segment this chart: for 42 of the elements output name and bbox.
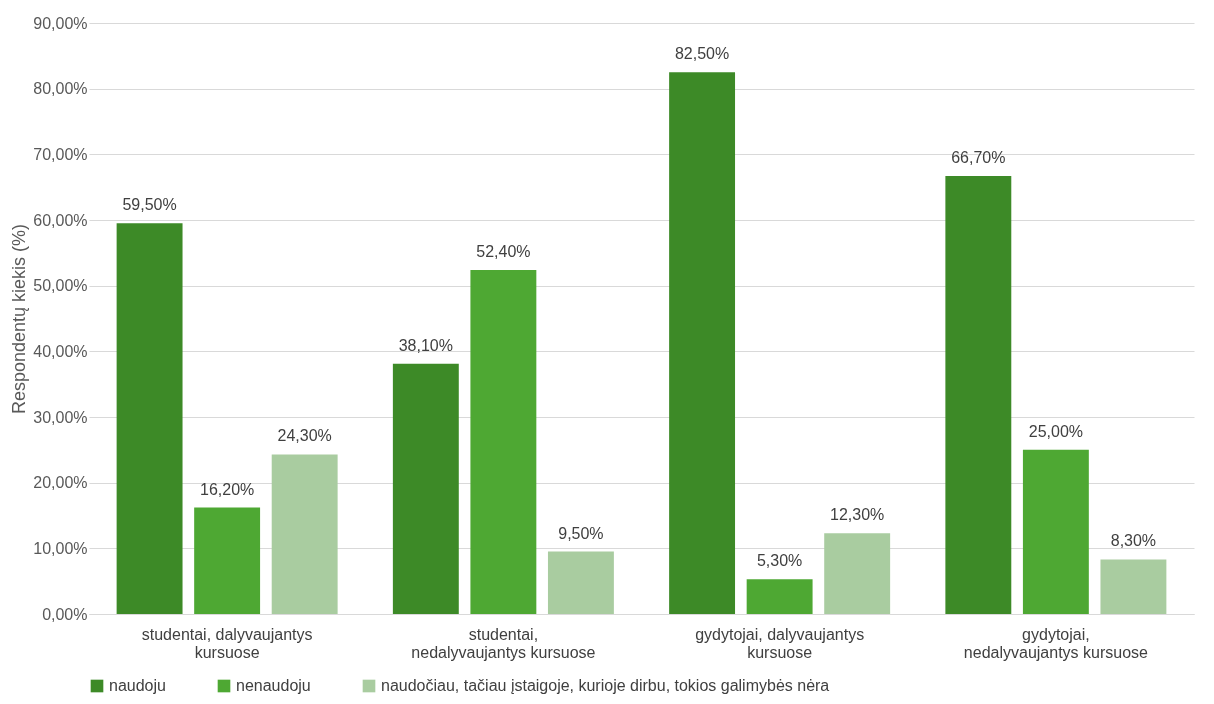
y-tick-label: 30,00% [33,408,88,426]
data-label: 5,30% [756,552,803,570]
data-label: 9,50% [558,524,604,542]
x-tick-label: studentai, nedalyvaujantys kursuose [411,625,596,661]
x-tick-label: gydytojai, nedalyvaujantys kursuose [963,625,1149,661]
y-tick-label: 0,00% [42,605,88,623]
bar [116,223,183,614]
data-label: 25,00% [1028,422,1084,440]
bar [669,72,736,614]
bar [271,454,338,614]
data-label: 16,20% [199,480,255,498]
data-label: 24,30% [277,427,332,445]
x-tick-label: studentai, dalyvaujantys kursuose [141,625,313,661]
y-tick-label: 10,00% [33,539,88,557]
data-label: 12,30% [830,506,885,524]
y-tick-label: 20,00% [33,474,88,492]
bar [1100,559,1167,614]
data-label: 82,50% [674,45,730,63]
legend-label: naudočiau, tačiau įstaigoje, kurioje dirbu, tokios galimybės nėra [381,677,830,694]
y-tick-label: 80,00% [33,80,88,98]
y-tick-label: 70,00% [33,145,88,163]
data-label: 59,50% [122,196,177,214]
bar [547,551,614,614]
legend-label: nenaudoju [236,677,311,694]
data-label: 66,70% [951,149,1006,166]
bar [1022,449,1089,614]
y-axis-title: Respondentų kiekis (%) [9,223,30,415]
y-tick-label: 40,00% [33,342,88,360]
bar [945,176,1012,614]
y-tick-label: 60,00% [33,211,88,229]
bar [392,363,459,614]
data-label: 38,10% [398,336,453,354]
data-label: 8,30% [1110,532,1157,550]
y-tick-label: 90,00% [33,14,88,32]
legend-label: naudoju [109,677,166,694]
y-tick-label: 50,00% [33,277,88,295]
bar [470,269,537,614]
x-tick-label: gydytojai, dalyvaujantys kursuose [695,625,865,661]
bar [194,507,261,614]
bar [824,533,891,614]
data-label: 52,40% [476,242,531,260]
bar [746,579,813,614]
